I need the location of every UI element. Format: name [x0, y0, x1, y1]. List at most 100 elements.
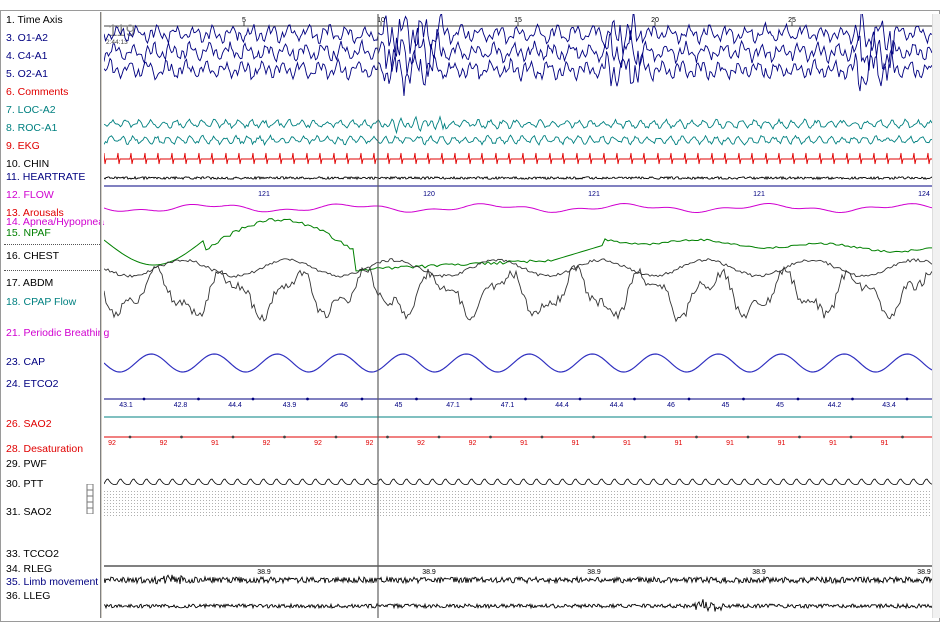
- etco2-value: 43.1: [119, 402, 133, 409]
- etco2-marker: [524, 397, 527, 401]
- sao2-marker: [592, 435, 595, 439]
- rleg-trace: [104, 574, 932, 585]
- heartrate-value: 120: [423, 191, 435, 198]
- channel-label[interactable]: 34. RLEG: [6, 563, 53, 575]
- cap-trace: [104, 353, 932, 373]
- panel-splitter[interactable]: [100, 12, 103, 618]
- channel-label[interactable]: 26. SAO2: [6, 418, 52, 430]
- etco2-value: 45: [395, 402, 403, 409]
- sao2-marker: [540, 435, 544, 439]
- sao2-value: 91: [211, 440, 219, 447]
- channel-label[interactable]: 6. Comments: [6, 86, 69, 98]
- etco2-marker: [306, 397, 309, 401]
- sao2-marker: [128, 435, 132, 439]
- channel-label[interactable]: 3. O1-A2: [6, 32, 49, 44]
- ptt-trace: [104, 490, 932, 516]
- tcco2-value: 38.9: [422, 569, 436, 576]
- sao2-marker: [746, 435, 750, 439]
- channel-label[interactable]: 8. ROC-A1: [6, 122, 58, 134]
- channel-label[interactable]: 24. ETCO2: [6, 378, 59, 390]
- heartrate-value: 121: [588, 191, 600, 198]
- sao2-value: 91: [881, 440, 889, 447]
- etco2-value: 46: [340, 402, 348, 409]
- etco2-marker: [251, 397, 255, 401]
- etco2-value: 42.8: [174, 402, 188, 409]
- abdm-trace: [104, 264, 932, 323]
- channel-label[interactable]: 21. Periodic Breathing: [6, 327, 110, 339]
- etco2-marker: [142, 397, 146, 401]
- sao2-marker: [798, 435, 801, 439]
- heartrate-value: 121: [258, 191, 270, 198]
- channel-label[interactable]: 1. Time Axis: [6, 14, 63, 26]
- channel-label[interactable]: 4. C4-A1: [6, 50, 48, 62]
- sao2-marker: [231, 435, 235, 439]
- vertical-scrollbar[interactable]: [932, 14, 940, 618]
- sao2-marker: [283, 435, 286, 439]
- sao2-marker: [695, 435, 698, 439]
- sao2-value: 92: [469, 440, 477, 447]
- channel-label[interactable]: 36. LLEG: [6, 590, 51, 602]
- channel-label[interactable]: 18. CPAP Flow: [6, 296, 77, 308]
- etco2-marker: [905, 397, 909, 401]
- pwf-trace: [104, 478, 932, 485]
- sao2-value: 91: [778, 440, 786, 447]
- channel-label[interactable]: 13. Arousals: [6, 207, 64, 219]
- sao2-marker: [643, 435, 647, 439]
- etco2-marker: [851, 397, 854, 401]
- channel-label[interactable]: 11. HEARTRATE: [6, 171, 86, 183]
- flow-trace: [104, 202, 932, 214]
- etco2-marker: [742, 397, 745, 401]
- sao2-value: 92: [160, 440, 168, 447]
- channel-label[interactable]: 35. Limb movement: [6, 576, 99, 588]
- loc-trace: [104, 115, 932, 135]
- lleg-trace: [104, 599, 932, 613]
- channel-label[interactable]: 14. Apnea/Hypopnea: [6, 216, 105, 228]
- channel-label[interactable]: 16. CHEST: [6, 250, 60, 262]
- etco2-value: 47.1: [446, 402, 460, 409]
- roc-trace: [104, 134, 932, 146]
- tcco2-value: 38.9: [587, 569, 601, 576]
- etco2-value: 43.9: [283, 402, 297, 409]
- channel-label[interactable]: 10. CHIN: [6, 158, 50, 170]
- etco2-value: 46: [667, 402, 675, 409]
- channel-label[interactable]: 17. ABDM: [6, 277, 54, 289]
- sao2-marker: [386, 435, 389, 439]
- heartrate-value: 121: [753, 191, 765, 198]
- sao2-value: 92: [417, 440, 425, 447]
- etco2-value: 44.4: [555, 402, 569, 409]
- channel-label[interactable]: 30. PTT: [6, 478, 44, 490]
- tcco2-value: 38.9: [257, 569, 271, 576]
- etco2-marker: [360, 397, 364, 401]
- channel-label[interactable]: 28. Desaturation: [6, 443, 84, 455]
- channel-label[interactable]: 9. EKG: [6, 140, 40, 152]
- channel-label[interactable]: 15. NPAF: [6, 227, 51, 239]
- channel-label[interactable]: 5. O2-A1: [6, 68, 49, 80]
- channel-label[interactable]: 31. SAO2: [6, 506, 52, 518]
- sao2-marker: [437, 435, 441, 439]
- sao2-value: 91: [520, 440, 528, 447]
- chin-trace: [104, 175, 932, 181]
- etco2-value: 45: [722, 402, 730, 409]
- chest-trace: [104, 258, 932, 278]
- channel-label[interactable]: 33. TCCO2: [6, 548, 59, 560]
- etco2-value: 43.4: [882, 402, 896, 409]
- sao2-marker: [334, 435, 338, 439]
- etco2-marker: [415, 397, 418, 401]
- time-tick-label: 10: [377, 17, 385, 24]
- channel-label-panel: 1. Time Axis 3. O1-A2 4. C4-A1 5. O2-A1 6. C…: [2, 12, 109, 618]
- etco2-marker: [796, 397, 800, 401]
- channel-label[interactable]: 23. CAP: [6, 356, 46, 368]
- etco2-marker: [197, 397, 200, 401]
- tcco2-value: 38.9: [752, 569, 766, 576]
- eeg-trace-2: [104, 27, 932, 77]
- etco2-marker: [687, 397, 691, 401]
- channel-label[interactable]: 12. FLOW: [6, 189, 54, 201]
- npaf-trace: [104, 218, 932, 272]
- channel-label[interactable]: 29. PWF: [6, 458, 47, 470]
- channel-label[interactable]: 7. LOC-A2: [6, 104, 56, 116]
- sao2-value: 92: [108, 440, 116, 447]
- eeg-trace-1: [104, 14, 932, 57]
- sao2-marker: [180, 435, 183, 439]
- sao2-value: 91: [726, 440, 734, 447]
